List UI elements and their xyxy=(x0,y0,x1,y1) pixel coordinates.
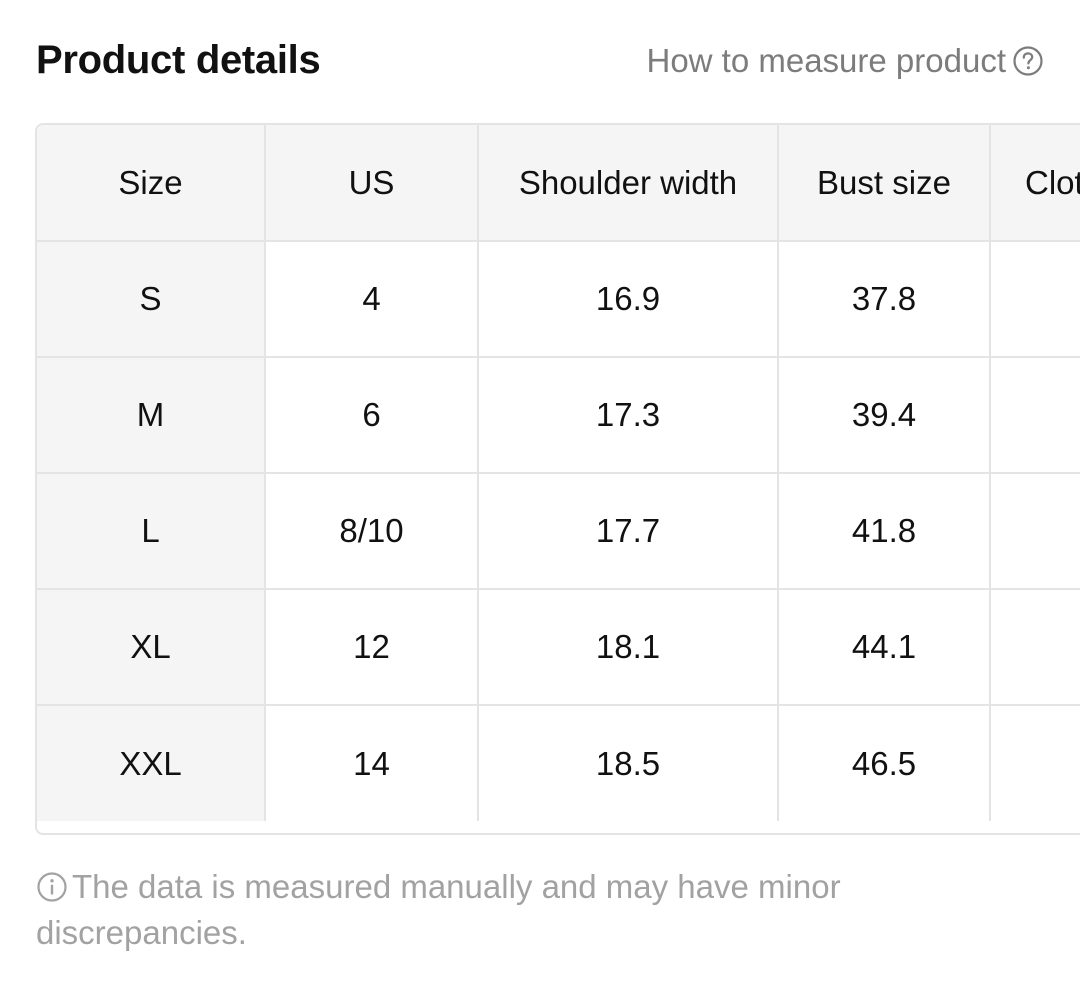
table-row: XXL 14 18.5 46.5 xyxy=(37,705,1080,821)
table-row: L 8/10 17.7 41.8 xyxy=(37,473,1080,590)
size-cell: XXL xyxy=(37,705,266,821)
us-size-cell: 12 xyxy=(265,589,479,706)
us-size-cell: 4 xyxy=(265,241,479,358)
bust-size-cell: 39.4 xyxy=(778,357,991,474)
bust-size-cell: 37.8 xyxy=(778,241,991,358)
question-circle-icon xyxy=(1013,46,1043,76)
table-row: XL 12 18.1 44.1 xyxy=(37,589,1080,706)
shoulder-width-cell: 16.9 xyxy=(478,241,779,358)
how-to-measure-label: How to measure product xyxy=(646,42,1006,79)
shoulder-width-cell: 18.5 xyxy=(478,705,779,821)
clothing-length-cell xyxy=(990,357,1080,474)
disclaimer-text: The data is measured manually and may ha… xyxy=(36,868,841,951)
bust-size-cell: 46.5 xyxy=(778,705,991,821)
size-cell: XL xyxy=(37,589,266,706)
us-size-cell: 14 xyxy=(265,705,479,821)
clothing-length-cell xyxy=(990,589,1080,706)
us-size-cell: 8/10 xyxy=(265,473,479,590)
info-circle-icon xyxy=(37,872,67,902)
shoulder-width-cell: 17.3 xyxy=(478,357,779,474)
us-size-cell: 6 xyxy=(265,357,479,474)
shoulder-width-cell: 18.1 xyxy=(478,589,779,706)
column-header-us: US xyxy=(265,125,479,242)
column-header-bust-size: Bust size xyxy=(778,125,991,242)
page-title: Product details xyxy=(36,38,321,82)
clothing-length-cell xyxy=(990,473,1080,590)
clothing-length-cell xyxy=(990,241,1080,358)
bust-size-cell: 41.8 xyxy=(778,473,991,590)
size-cell: S xyxy=(37,241,266,358)
table-row: S 4 16.9 37.8 xyxy=(37,241,1080,358)
column-header-shoulder-width: Shoulder width xyxy=(478,125,779,242)
how-to-measure-link[interactable]: How to measure product xyxy=(646,42,1044,80)
size-chart-table[interactable]: Size US Shoulder width Bust size Clot S … xyxy=(35,123,1080,835)
table-header-row: Size US Shoulder width Bust size Clot xyxy=(37,125,1080,242)
measurement-disclaimer: The data is measured manually and may ha… xyxy=(36,864,916,956)
size-cell: M xyxy=(37,357,266,474)
shoulder-width-cell: 17.7 xyxy=(478,473,779,590)
column-header-clothing-length: Clot xyxy=(990,125,1080,242)
product-details-header: Product details How to measure product xyxy=(36,36,1044,86)
clothing-length-cell xyxy=(990,705,1080,821)
table-row: M 6 17.3 39.4 xyxy=(37,357,1080,474)
bust-size-cell: 44.1 xyxy=(778,589,991,706)
column-header-size: Size xyxy=(37,125,266,242)
size-cell: L xyxy=(37,473,266,590)
